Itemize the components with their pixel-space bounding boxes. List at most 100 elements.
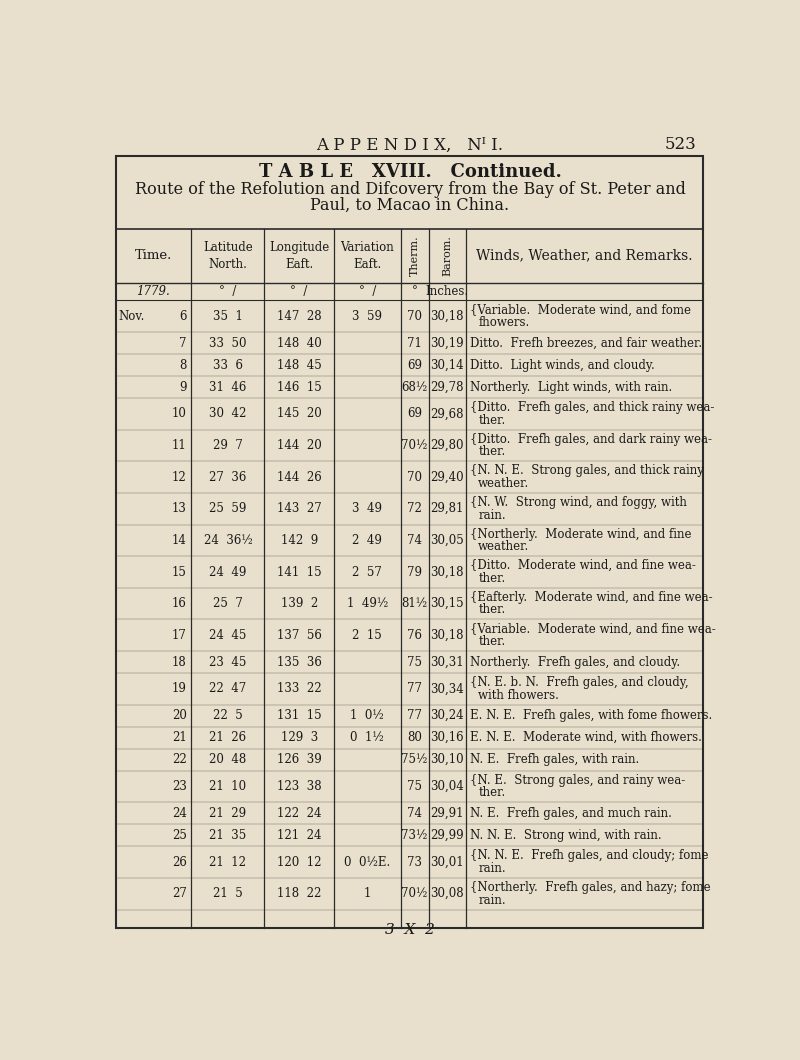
Text: 33  50: 33 50 <box>209 337 246 350</box>
Text: {Northerly.  Frefh gales, and hazy; fome: {Northerly. Frefh gales, and hazy; fome <box>470 881 710 894</box>
Text: 30,15: 30,15 <box>430 597 464 611</box>
Text: 145  20: 145 20 <box>277 407 322 421</box>
Text: 142  9: 142 9 <box>281 534 318 547</box>
Text: 17: 17 <box>172 629 187 641</box>
Text: 135  36: 135 36 <box>277 656 322 669</box>
Text: ther.: ther. <box>478 571 506 585</box>
Text: Northerly.  Frefh gales, and cloudy.: Northerly. Frefh gales, and cloudy. <box>470 656 680 669</box>
Text: Longitude
Eaft.: Longitude Eaft. <box>269 241 330 270</box>
Text: 146  15: 146 15 <box>277 381 322 393</box>
Text: 24  49: 24 49 <box>209 566 246 579</box>
Text: 23: 23 <box>172 780 187 793</box>
Text: 29,78: 29,78 <box>430 381 464 393</box>
Text: 30,19: 30,19 <box>430 337 464 350</box>
Text: ther.: ther. <box>478 413 506 427</box>
Text: 20: 20 <box>172 709 187 722</box>
Text: 7: 7 <box>179 337 187 350</box>
Text: 144  26: 144 26 <box>277 471 322 483</box>
Text: Nov.: Nov. <box>118 310 145 322</box>
Text: 147  28: 147 28 <box>277 310 322 322</box>
Text: 25  7: 25 7 <box>213 597 243 611</box>
Text: °  /: ° / <box>219 285 237 298</box>
Text: 148  45: 148 45 <box>277 358 322 372</box>
Text: 74: 74 <box>407 807 422 819</box>
Text: 2  57: 2 57 <box>353 566 382 579</box>
Text: 29,91: 29,91 <box>430 807 464 819</box>
Text: {Eafterly.  Moderate wind, and fine wea-: {Eafterly. Moderate wind, and fine wea- <box>470 590 712 604</box>
Text: 70: 70 <box>407 471 422 483</box>
Text: 70½: 70½ <box>402 439 428 452</box>
Text: 22  5: 22 5 <box>213 709 242 722</box>
Text: 11: 11 <box>172 439 187 452</box>
Text: 20  48: 20 48 <box>210 754 246 766</box>
Text: 35  1: 35 1 <box>213 310 243 322</box>
Text: 123  38: 123 38 <box>277 780 322 793</box>
Text: {Ditto.  Moderate wind, and fine wea-: {Ditto. Moderate wind, and fine wea- <box>470 560 695 572</box>
Text: 29,80: 29,80 <box>430 439 464 452</box>
Text: 137  56: 137 56 <box>277 629 322 641</box>
Text: 12: 12 <box>172 471 187 483</box>
Text: 30,01: 30,01 <box>430 855 464 868</box>
Text: {Ditto.  Frefh gales, and thick rainy wea-: {Ditto. Frefh gales, and thick rainy wea… <box>470 401 714 414</box>
Text: 30  42: 30 42 <box>209 407 246 421</box>
Text: {N. W.  Strong wind, and foggy, with: {N. W. Strong wind, and foggy, with <box>470 496 686 509</box>
Text: 77: 77 <box>407 683 422 695</box>
Text: 6: 6 <box>179 310 187 322</box>
Text: 8: 8 <box>179 358 187 372</box>
Text: {N. N. E.  Frefh gales, and cloudy; fome: {N. N. E. Frefh gales, and cloudy; fome <box>470 849 708 862</box>
Text: {Variable.  Moderate wind, and fine wea-: {Variable. Moderate wind, and fine wea- <box>470 622 715 636</box>
Text: Latitude
North.: Latitude North. <box>203 241 253 270</box>
Text: 75½: 75½ <box>402 754 428 766</box>
Text: 29,68: 29,68 <box>430 407 464 421</box>
Text: Paul, to Macao in China.: Paul, to Macao in China. <box>310 196 510 213</box>
Text: Inches.: Inches. <box>426 285 469 298</box>
Text: 13: 13 <box>172 502 187 515</box>
Text: A P P E N D I X,   Nᴵ I.: A P P E N D I X, Nᴵ I. <box>317 137 503 154</box>
Text: 30,05: 30,05 <box>430 534 464 547</box>
Text: 73½: 73½ <box>402 829 428 842</box>
Text: 19: 19 <box>172 683 187 695</box>
Text: 81½: 81½ <box>402 597 428 611</box>
Text: 10: 10 <box>172 407 187 421</box>
Text: 144  20: 144 20 <box>277 439 322 452</box>
Text: 24  45: 24 45 <box>209 629 246 641</box>
Text: 126  39: 126 39 <box>277 754 322 766</box>
Text: 2  15: 2 15 <box>353 629 382 641</box>
Text: 33  6: 33 6 <box>213 358 243 372</box>
Text: 29,99: 29,99 <box>430 829 464 842</box>
Text: 2  49: 2 49 <box>353 534 382 547</box>
Text: 1  0½: 1 0½ <box>350 709 384 722</box>
Text: 21  29: 21 29 <box>210 807 246 819</box>
Text: 72: 72 <box>407 502 422 515</box>
Text: 1: 1 <box>364 887 371 900</box>
Text: 75: 75 <box>407 656 422 669</box>
Text: 76: 76 <box>407 629 422 641</box>
Text: 21: 21 <box>172 731 187 744</box>
Text: 148  40: 148 40 <box>277 337 322 350</box>
Text: 139  2: 139 2 <box>281 597 318 611</box>
Text: N. E.  Frefh gales, with rain.: N. E. Frefh gales, with rain. <box>470 754 639 766</box>
Text: 523: 523 <box>665 137 697 154</box>
Text: Therm.: Therm. <box>410 235 420 276</box>
Text: 30,24: 30,24 <box>430 709 464 722</box>
Text: 15: 15 <box>172 566 187 579</box>
Text: {Variable.  Moderate wind, and fome: {Variable. Moderate wind, and fome <box>470 303 690 317</box>
Text: Ditto.  Light winds, and cloudy.: Ditto. Light winds, and cloudy. <box>470 358 654 372</box>
Text: 80: 80 <box>407 731 422 744</box>
Text: °: ° <box>412 285 418 298</box>
Text: 70: 70 <box>407 310 422 322</box>
Text: rain.: rain. <box>478 894 506 906</box>
Text: E. N. E.  Moderate wind, with fhowers.: E. N. E. Moderate wind, with fhowers. <box>470 731 702 744</box>
Text: 30,08: 30,08 <box>430 887 464 900</box>
Text: 27: 27 <box>172 887 187 900</box>
Text: 69: 69 <box>407 407 422 421</box>
Text: 21  12: 21 12 <box>210 855 246 868</box>
Text: 24: 24 <box>172 807 187 819</box>
Text: 74: 74 <box>407 534 422 547</box>
Text: Time.: Time. <box>134 249 172 262</box>
Text: 21  35: 21 35 <box>210 829 246 842</box>
Text: 29,40: 29,40 <box>430 471 464 483</box>
Text: {N. E. b. N.  Frefh gales, and cloudy,: {N. E. b. N. Frefh gales, and cloudy, <box>470 676 688 689</box>
Text: 70½: 70½ <box>402 887 428 900</box>
Text: 75: 75 <box>407 780 422 793</box>
